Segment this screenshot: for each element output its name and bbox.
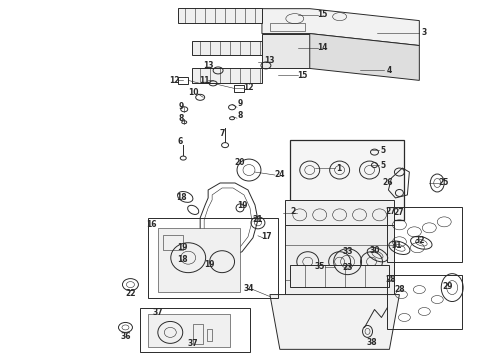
Text: 29: 29 xyxy=(442,282,452,291)
Text: 10: 10 xyxy=(188,88,198,97)
Text: 21: 21 xyxy=(253,215,263,224)
Text: 18: 18 xyxy=(176,193,187,202)
Text: 19: 19 xyxy=(204,260,215,269)
Text: 12: 12 xyxy=(169,76,179,85)
Text: 15: 15 xyxy=(318,10,328,19)
Text: 27: 27 xyxy=(385,207,396,216)
Bar xyxy=(163,235,183,250)
Text: 28: 28 xyxy=(394,285,405,294)
Text: 5: 5 xyxy=(381,145,386,154)
Polygon shape xyxy=(178,8,262,23)
Text: 23: 23 xyxy=(343,263,353,272)
Polygon shape xyxy=(285,200,394,230)
Text: 8: 8 xyxy=(237,111,243,120)
Text: 38: 38 xyxy=(366,338,377,347)
Text: 13: 13 xyxy=(203,61,213,70)
Text: 19: 19 xyxy=(237,201,247,210)
Bar xyxy=(290,140,404,220)
Text: 27: 27 xyxy=(393,208,404,217)
Text: 35: 35 xyxy=(315,262,325,271)
Text: 4: 4 xyxy=(387,66,392,75)
Text: 13: 13 xyxy=(265,56,275,65)
Text: 24: 24 xyxy=(274,170,285,179)
Text: 16: 16 xyxy=(146,220,157,229)
Polygon shape xyxy=(148,315,230,347)
Bar xyxy=(148,218,278,298)
Polygon shape xyxy=(192,68,262,84)
Text: 30: 30 xyxy=(369,246,380,255)
Text: 37: 37 xyxy=(188,339,198,348)
Polygon shape xyxy=(262,9,419,45)
Text: 26: 26 xyxy=(382,179,392,188)
Text: 33: 33 xyxy=(343,247,353,256)
Polygon shape xyxy=(285,225,394,300)
Text: 9: 9 xyxy=(237,99,243,108)
Text: 36: 36 xyxy=(120,332,131,341)
Text: 5: 5 xyxy=(381,161,386,170)
Text: 22: 22 xyxy=(125,289,136,298)
Text: 19: 19 xyxy=(177,243,188,252)
Bar xyxy=(141,307,250,352)
Text: 34: 34 xyxy=(244,284,254,293)
Polygon shape xyxy=(262,33,310,68)
Text: 12: 12 xyxy=(243,83,253,92)
Polygon shape xyxy=(310,33,419,80)
Text: 20: 20 xyxy=(235,158,245,167)
Text: 37: 37 xyxy=(152,308,163,317)
Bar xyxy=(388,207,462,262)
Text: 6: 6 xyxy=(178,137,183,146)
Polygon shape xyxy=(192,41,262,55)
Bar xyxy=(193,324,203,345)
Text: 11: 11 xyxy=(199,76,209,85)
Text: 32: 32 xyxy=(414,236,424,245)
Bar xyxy=(207,329,212,341)
Text: 15: 15 xyxy=(297,71,308,80)
Text: 7: 7 xyxy=(220,129,225,138)
Text: 31: 31 xyxy=(391,241,402,250)
Text: 25: 25 xyxy=(438,179,448,188)
Bar xyxy=(388,275,462,329)
Polygon shape xyxy=(270,294,399,349)
Text: 1: 1 xyxy=(336,163,341,172)
Bar xyxy=(290,265,390,287)
Text: 9: 9 xyxy=(179,102,184,111)
Polygon shape xyxy=(158,228,240,292)
Text: 3: 3 xyxy=(422,28,427,37)
Text: 2: 2 xyxy=(290,207,295,216)
Text: 8: 8 xyxy=(178,114,184,123)
Bar xyxy=(270,23,305,31)
Text: 18: 18 xyxy=(177,255,188,264)
Text: 17: 17 xyxy=(262,232,272,241)
Text: 28: 28 xyxy=(385,275,396,284)
Text: 14: 14 xyxy=(318,43,328,52)
